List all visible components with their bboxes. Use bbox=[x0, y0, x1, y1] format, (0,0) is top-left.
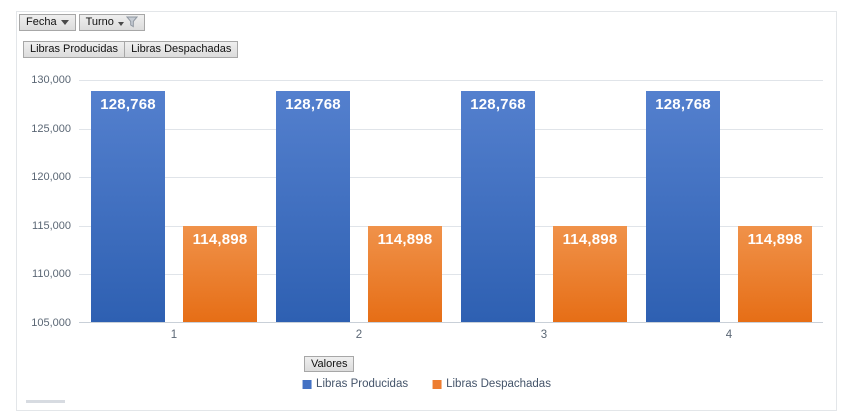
x-tick-label-2: 2 bbox=[355, 329, 363, 341]
pivot-chart-area[interactable]: Fecha Turno Libras Producidas Libras Des… bbox=[16, 11, 837, 411]
gridline bbox=[79, 225, 823, 227]
data-label-libras-producidas-2: 128,768 bbox=[285, 95, 341, 113]
field-button-libras-despachadas[interactable]: Libras Despachadas bbox=[124, 41, 239, 58]
data-label-libras-despachadas-4: 114,898 bbox=[747, 230, 803, 248]
legend-item-libras-producidas[interactable]: Libras Producidas bbox=[302, 378, 408, 390]
field-button-fecha[interactable]: Fecha bbox=[19, 14, 76, 31]
legend-label-libras-despachadas: Libras Despachadas bbox=[446, 378, 551, 390]
data-label-libras-despachadas-2: 114,898 bbox=[377, 230, 433, 248]
field-button-turno-label: Turno bbox=[85, 16, 114, 28]
data-label-libras-producidas-3: 128,768 bbox=[470, 95, 526, 113]
data-label-libras-despachadas-3: 114,898 bbox=[562, 230, 618, 248]
y-tick-label: 110,000 bbox=[32, 268, 71, 281]
bar-libras-producidas-2[interactable]: 128,768 bbox=[276, 90, 350, 322]
bar-libras-despachadas-1[interactable]: 114,898 bbox=[183, 225, 257, 322]
field-button-fecha-label: Fecha bbox=[26, 16, 57, 28]
chart-legend: Libras Producidas Libras Despachadas bbox=[302, 378, 551, 390]
pivot-value-button-row: Libras Producidas Libras Despachadas bbox=[23, 41, 239, 58]
pivot-filter-button-row: Fecha Turno bbox=[19, 14, 145, 31]
field-button-valores[interactable]: Valores bbox=[304, 356, 355, 372]
field-button-turno[interactable]: Turno bbox=[78, 14, 145, 31]
y-tick-label: 125,000 bbox=[31, 122, 71, 135]
data-label-libras-producidas-4: 128,768 bbox=[655, 95, 711, 113]
chevron-down-icon bbox=[117, 22, 124, 26]
bar-libras-despachadas-2[interactable]: 114,898 bbox=[368, 225, 442, 322]
gridline bbox=[79, 128, 823, 130]
bar-libras-despachadas-4[interactable]: 114,898 bbox=[738, 225, 812, 322]
data-label-libras-despachadas-1: 114,898 bbox=[192, 230, 248, 248]
x-tick-label-1: 1 bbox=[170, 329, 178, 341]
legend-swatch-orange bbox=[432, 379, 442, 389]
legend-swatch-blue bbox=[302, 379, 312, 389]
bar-libras-producidas-3[interactable]: 128,768 bbox=[461, 90, 535, 322]
x-tick-label-4: 4 bbox=[725, 329, 733, 341]
field-button-libras-producidas-label: Libras Producidas bbox=[30, 43, 119, 55]
legend-label-libras-producidas: Libras Producidas bbox=[316, 378, 409, 390]
bar-libras-despachadas-3[interactable]: 114,898 bbox=[553, 225, 627, 322]
y-axis-ticks: 130,000 125,000 120,000 115,000 110,000 105,0… bbox=[17, 74, 71, 329]
data-label-libras-producidas-1: 128,768 bbox=[100, 95, 156, 113]
plot-area: 128,768 114,898 128,768 114,898 128,768 114,8… bbox=[79, 80, 823, 323]
y-tick-label: 120,000 bbox=[31, 171, 71, 184]
bar-libras-producidas-4[interactable]: 128,768 bbox=[646, 90, 720, 322]
gridline bbox=[79, 177, 823, 179]
gridline bbox=[79, 80, 823, 81]
field-button-valores-label: Valores bbox=[311, 357, 348, 370]
y-tick-label: 130,000 bbox=[31, 74, 71, 86]
field-button-libras-producidas[interactable]: Libras Producidas bbox=[23, 41, 126, 58]
chevron-down-icon bbox=[60, 19, 69, 25]
filter-funnel-icon bbox=[125, 16, 138, 28]
gridline bbox=[79, 274, 823, 276]
legend-item-libras-despachadas[interactable]: Libras Despachadas bbox=[432, 378, 551, 390]
y-tick-label: 105,000 bbox=[31, 317, 71, 329]
bar-libras-producidas-1[interactable]: 128,768 bbox=[91, 90, 165, 322]
field-button-libras-despachadas-label: Libras Despachadas bbox=[131, 43, 232, 55]
x-axis-labels: 1 2 3 4 bbox=[79, 329, 823, 343]
clipped-element-below-chart bbox=[26, 400, 65, 403]
y-tick-label: 115,000 bbox=[32, 219, 71, 232]
x-tick-label-3: 3 bbox=[540, 329, 548, 341]
